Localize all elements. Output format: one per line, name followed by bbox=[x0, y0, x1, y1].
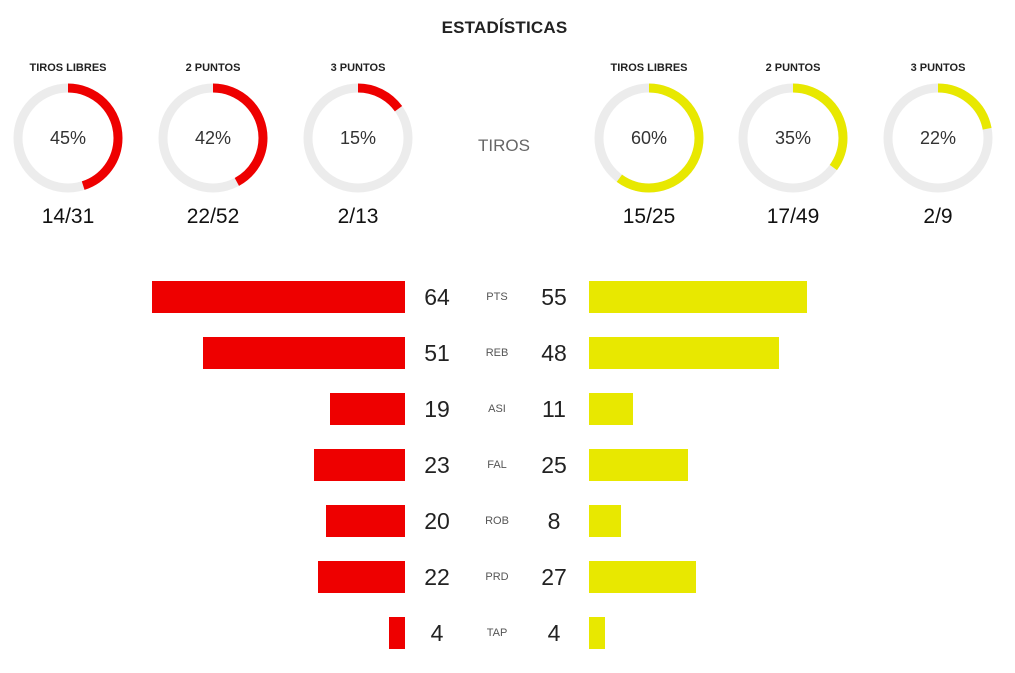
away-bar-tap bbox=[589, 617, 605, 649]
gauge-arc bbox=[883, 83, 993, 193]
away-gauge-3: 3 PUNTOS 22% 2/9 bbox=[878, 60, 998, 232]
gauge-percent: 15% bbox=[339, 128, 377, 148]
stat-label-tap: TAP bbox=[486, 627, 508, 639]
home-value-reb: 51 bbox=[424, 340, 450, 366]
home-bar-asi bbox=[329, 393, 405, 425]
home-value-prd: 22 bbox=[424, 564, 450, 590]
home-bar-prd bbox=[317, 561, 405, 593]
stat-label-prd: PRD bbox=[485, 571, 509, 583]
gauge-percent: 35% bbox=[774, 128, 812, 148]
home-gauge-2: 2 PUNTOS 42% 22/52 bbox=[153, 60, 273, 232]
away-value-rob: 8 bbox=[547, 508, 561, 534]
home-bar-reb bbox=[203, 337, 405, 369]
gauge-fraction: 2/13 bbox=[337, 205, 379, 228]
gauge-ring bbox=[883, 83, 993, 193]
gauge-arc bbox=[594, 83, 704, 193]
away-bar-reb bbox=[589, 337, 780, 369]
gauge-title: TIROS LIBRES bbox=[610, 62, 688, 74]
away-value-tap: 4 bbox=[547, 620, 561, 646]
gauge-ring bbox=[303, 83, 413, 193]
home-gauge-1: TIROS LIBRES 45% 14/31 bbox=[8, 60, 128, 232]
gauge-fraction: 15/25 bbox=[622, 205, 676, 228]
gauge-percent: 42% bbox=[194, 128, 232, 148]
gauge-fraction: 17/49 bbox=[766, 205, 820, 228]
gauge-arc bbox=[738, 83, 848, 193]
away-bar-asi bbox=[589, 393, 633, 425]
gauge-ring bbox=[13, 83, 123, 193]
away-bar-pts bbox=[589, 281, 807, 313]
home-bar-tap bbox=[389, 617, 405, 649]
home-bar-fal bbox=[313, 449, 405, 481]
home-value-tap: 4 bbox=[430, 620, 444, 646]
stats-title: ESTADÍSTICAS bbox=[441, 18, 568, 37]
stat-label-fal: FAL bbox=[487, 459, 507, 471]
gauge-ring bbox=[738, 83, 848, 193]
away-bar-prd bbox=[589, 561, 696, 593]
home-value-pts: 64 bbox=[424, 284, 450, 310]
gauge-title: 2 PUNTOS bbox=[185, 62, 241, 74]
gauge-arc bbox=[13, 83, 123, 193]
gauge-percent: 60% bbox=[630, 128, 668, 148]
gauge-title: TIROS LIBRES bbox=[29, 62, 107, 74]
home-bar-rob bbox=[325, 505, 405, 537]
gauge-percent: 22% bbox=[919, 128, 957, 148]
stat-label-reb: REB bbox=[485, 347, 509, 359]
stat-label-asi: ASI bbox=[488, 403, 506, 415]
away-value-reb: 48 bbox=[541, 340, 567, 366]
shots-label: TIROS bbox=[478, 136, 530, 155]
away-value-asi: 11 bbox=[542, 396, 566, 422]
home-value-rob: 20 bbox=[424, 508, 450, 534]
home-value-asi: 19 bbox=[424, 396, 450, 422]
gauge-title: 3 PUNTOS bbox=[330, 62, 386, 74]
gauge-percent: 45% bbox=[49, 128, 87, 148]
gauge-fraction: 22/52 bbox=[186, 205, 240, 228]
gauge-arc bbox=[158, 83, 268, 193]
gauge-fraction: 14/31 bbox=[41, 205, 95, 228]
gauge-title: 3 PUNTOS bbox=[910, 62, 966, 74]
away-value-fal: 25 bbox=[541, 452, 567, 478]
away-gauge-1: TIROS LIBRES 60% 15/25 bbox=[589, 60, 709, 232]
away-value-prd: 27 bbox=[541, 564, 567, 590]
gauge-ring bbox=[594, 83, 704, 193]
stat-label-rob: ROB bbox=[485, 515, 509, 527]
away-value-pts: 55 bbox=[541, 284, 567, 310]
away-bar-rob bbox=[589, 505, 621, 537]
home-value-fal: 23 bbox=[424, 452, 450, 478]
gauge-fraction: 2/9 bbox=[923, 205, 953, 228]
home-bar-pts bbox=[151, 281, 405, 313]
away-bar-fal bbox=[589, 449, 688, 481]
gauge-arc bbox=[303, 83, 413, 193]
gauge-ring bbox=[158, 83, 268, 193]
away-gauge-2: 2 PUNTOS 35% 17/49 bbox=[733, 60, 853, 232]
gauge-title: 2 PUNTOS bbox=[765, 62, 821, 74]
stat-label-pts: PTS bbox=[486, 291, 508, 303]
home-gauge-3: 3 PUNTOS 15% 2/13 bbox=[298, 60, 418, 232]
